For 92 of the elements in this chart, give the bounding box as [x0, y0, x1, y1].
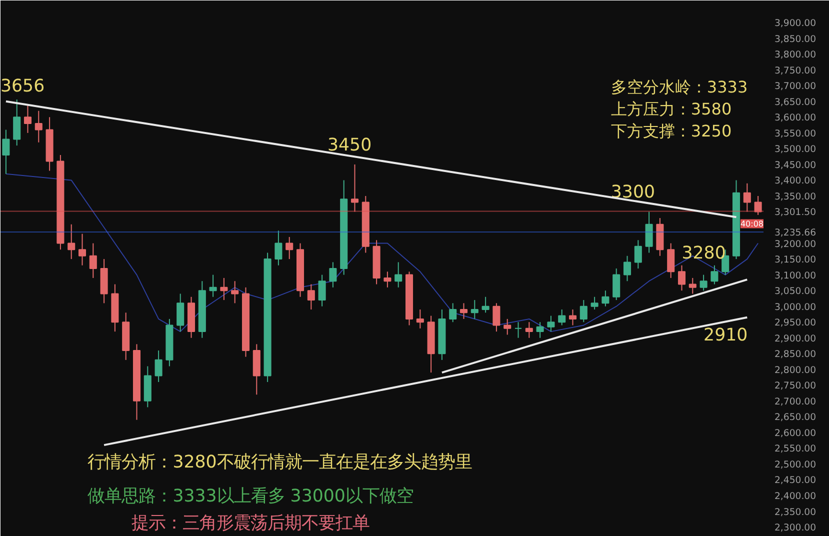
y-tick-label: 3,450.00 — [774, 160, 816, 171]
y-tick-label: 3,350.00 — [774, 191, 816, 202]
y-tick-label: 3,000.00 — [774, 302, 816, 313]
y-tick-label: 2,500.00 — [774, 459, 816, 470]
candlestick — [710, 264, 718, 285]
candlestick — [688, 277, 696, 294]
y-tick-label: 3,500.00 — [774, 144, 816, 156]
candlestick — [176, 293, 184, 332]
y-tick-label: 2,600.00 — [774, 428, 816, 439]
candlestick — [568, 308, 577, 326]
annotation: 2910 — [704, 326, 748, 346]
annotation: 3656 — [0, 76, 45, 96]
candlestick — [24, 104, 32, 134]
y-tick-label: 3,650.00 — [774, 96, 816, 108]
y-tick-label: 3,800.00 — [774, 50, 816, 61]
candlestick — [89, 242, 97, 278]
candlestick — [78, 233, 86, 266]
annotation: 40:08 — [740, 219, 764, 228]
candlestick — [209, 274, 217, 298]
candlestick — [558, 308, 566, 326]
candlestick — [612, 268, 620, 301]
y-tick-label: 2,300.00 — [774, 522, 816, 534]
candlestick — [754, 195, 762, 216]
candlestick — [34, 110, 42, 143]
candlestick — [492, 302, 500, 332]
y-tick-label: 2,400.00 — [774, 491, 816, 502]
candlestick — [231, 280, 239, 304]
candlestick — [525, 322, 533, 338]
y-tick-label: 3,550.00 — [774, 128, 816, 140]
candlestick — [645, 211, 653, 254]
candlestick — [220, 277, 228, 301]
candlestick — [504, 318, 512, 336]
y-tick-label: 2,750.00 — [774, 380, 816, 392]
candlestick — [514, 322, 522, 338]
candlestick — [350, 164, 359, 212]
y-tick-label: 2,800.00 — [774, 364, 816, 376]
y-tick-label: 2,550.00 — [774, 444, 816, 455]
annotation: 3300 — [610, 182, 656, 203]
y-tick-label: 3,050.00 — [774, 286, 816, 298]
y-tick-label: 3,750.00 — [774, 65, 816, 76]
candlestick — [329, 262, 337, 288]
candlestick — [286, 236, 294, 260]
candlestick — [470, 300, 478, 320]
candlestick — [449, 302, 457, 323]
y-tick-label: 2,700.00 — [774, 396, 816, 408]
candlestick — [416, 308, 424, 329]
y-tick-label: 2,650.00 — [774, 412, 816, 424]
y-tick-label: 3,100.00 — [774, 270, 816, 282]
candlestick — [700, 274, 708, 292]
candlestick — [318, 274, 326, 307]
candlestick — [547, 315, 555, 332]
candlestick — [394, 262, 402, 288]
y-tick-label: 2,450.00 — [774, 475, 816, 486]
y-tick-label: 3,850.00 — [774, 34, 816, 45]
candlestick — [590, 296, 598, 310]
y-tick-label: 3,150.00 — [774, 254, 816, 266]
annotation: 做单思路：3333以上看多 33000以下做空 — [88, 486, 414, 506]
candlestick — [623, 255, 632, 282]
y-tick-label: 2,850.00 — [774, 349, 816, 360]
y-tick-label: 3,600.00 — [774, 112, 816, 124]
candlestick — [274, 230, 282, 266]
candlestick — [678, 264, 686, 292]
ref-line-label: 3,235.66 — [774, 228, 816, 239]
annotation: 3450 — [328, 136, 372, 156]
y-tick-label: 3,900.00 — [774, 18, 816, 30]
annotation: 下方支撑：3250 — [610, 122, 732, 140]
annotation: 多空分水岭：3333 — [610, 78, 748, 96]
candlestick — [667, 242, 675, 278]
candlestick — [460, 302, 468, 320]
candlestick — [2, 129, 10, 174]
candlestick — [307, 284, 315, 310]
candlestick — [154, 350, 162, 383]
candlestick — [482, 296, 490, 314]
ref-line-label: 3,301.50 — [774, 206, 816, 218]
y-tick-label: 3,200.00 — [774, 238, 816, 250]
candlestick — [743, 182, 751, 212]
y-tick-label: 2,350.00 — [774, 506, 816, 518]
y-tick-label: 3,400.00 — [774, 176, 816, 187]
annotation: 提示：三角形震荡后期不要扛单 — [131, 514, 370, 534]
y-tick-label: 3,700.00 — [774, 81, 816, 92]
y-tick-label: 2,900.00 — [774, 333, 816, 344]
candlestick — [13, 99, 21, 146]
annotation: 3280 — [682, 244, 726, 264]
candlestick — [68, 224, 76, 260]
candlestick — [536, 322, 544, 338]
candlestick — [602, 290, 610, 307]
annotation: 行情分析：3280不破行情就一直在是在多头趋势里 — [88, 452, 472, 472]
annotation: 上方压力：3580 — [610, 100, 732, 118]
candlestick — [384, 271, 392, 288]
candlestick — [580, 300, 588, 323]
y-tick-label: 2,950.00 — [774, 318, 816, 329]
candlestick — [634, 240, 642, 269]
